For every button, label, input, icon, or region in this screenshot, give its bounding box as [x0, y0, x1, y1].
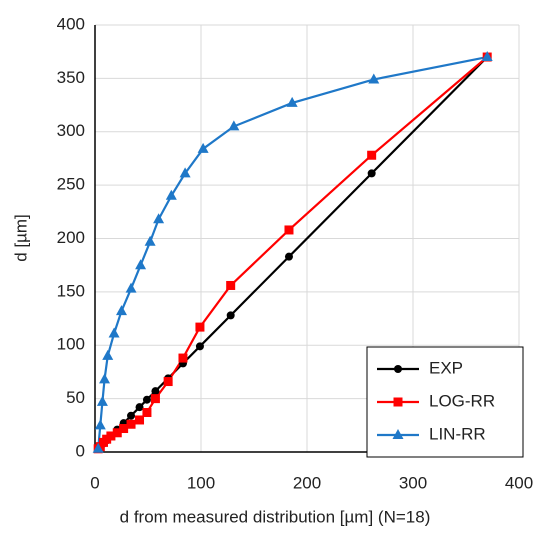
- y-tick-label: 350: [57, 68, 85, 87]
- point: [119, 424, 129, 434]
- point: [126, 419, 136, 429]
- point: [96, 395, 108, 406]
- y-tick-label: 0: [76, 441, 85, 460]
- x-tick-label: 100: [187, 473, 215, 492]
- point: [99, 373, 111, 384]
- point: [195, 342, 204, 351]
- point: [102, 349, 114, 360]
- x-tick-label: 300: [399, 473, 427, 492]
- legend-marker: [394, 365, 402, 373]
- point: [284, 225, 294, 235]
- point: [150, 394, 160, 404]
- x-tick-label: 0: [90, 473, 99, 492]
- point: [367, 169, 376, 178]
- point: [178, 353, 188, 363]
- point: [165, 189, 177, 200]
- legend-label: LOG-RR: [429, 391, 495, 410]
- y-tick-label: 300: [57, 121, 85, 140]
- point: [116, 305, 127, 316]
- point: [163, 377, 173, 387]
- y-tick-label: 250: [57, 175, 85, 194]
- y-tick-label: 200: [57, 228, 85, 247]
- point: [106, 431, 116, 441]
- point: [92, 442, 104, 453]
- point: [125, 282, 137, 293]
- point: [135, 415, 145, 425]
- point: [142, 395, 151, 404]
- point: [179, 167, 191, 178]
- y-tick-label: 100: [57, 335, 85, 354]
- y-axis-label: d [µm]: [11, 214, 30, 262]
- point: [481, 51, 493, 62]
- y-tick-label: 50: [66, 388, 85, 407]
- point: [197, 142, 209, 153]
- y-tick-label: 150: [57, 281, 85, 300]
- point: [112, 428, 122, 438]
- x-axis-label: d from measured distribution [µm] (N=18): [120, 507, 431, 526]
- point: [135, 259, 147, 270]
- point: [127, 411, 136, 420]
- point: [226, 311, 235, 320]
- point: [153, 213, 165, 224]
- point: [94, 419, 106, 430]
- point: [367, 150, 377, 160]
- point: [108, 327, 120, 338]
- point: [151, 387, 160, 396]
- legend-label: LIN-RR: [429, 424, 486, 443]
- point: [135, 403, 144, 412]
- legend-label: EXP: [429, 358, 463, 377]
- point: [144, 235, 156, 246]
- legend-marker: [392, 429, 404, 439]
- x-tick-label: 400: [505, 473, 533, 492]
- point: [195, 322, 205, 332]
- point: [142, 408, 152, 418]
- legend-marker: [393, 397, 403, 407]
- point: [368, 73, 380, 84]
- y-tick-label: 400: [57, 14, 85, 33]
- point: [286, 96, 298, 107]
- point: [226, 280, 236, 290]
- x-tick-label: 200: [293, 473, 321, 492]
- point: [284, 252, 293, 261]
- point: [228, 120, 240, 131]
